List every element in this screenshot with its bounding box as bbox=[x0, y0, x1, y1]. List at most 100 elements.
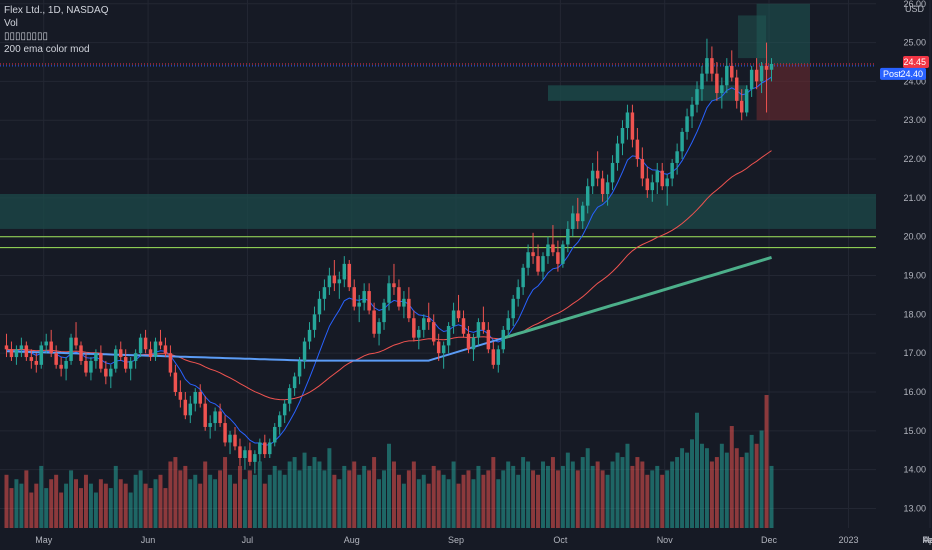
volume-bar bbox=[108, 488, 113, 528]
candle-body bbox=[273, 426, 277, 443]
volume-bar bbox=[570, 461, 575, 528]
candle-body bbox=[690, 104, 694, 117]
volume-bar bbox=[431, 465, 436, 528]
volume-bar bbox=[545, 465, 550, 528]
candle-body bbox=[541, 256, 545, 272]
volume-bar bbox=[615, 452, 620, 528]
volume-bar bbox=[118, 479, 123, 528]
volume-bar bbox=[421, 474, 426, 528]
volume-bar bbox=[352, 461, 357, 528]
candle-body bbox=[89, 360, 93, 373]
candle-body bbox=[402, 298, 406, 307]
candle-body bbox=[297, 360, 302, 377]
volume-bar bbox=[297, 470, 302, 528]
ema-200-rising-segment bbox=[502, 255, 772, 340]
volume-bar bbox=[541, 461, 545, 528]
volume-bar bbox=[680, 448, 685, 528]
volume-bar bbox=[610, 461, 615, 528]
volume-bar bbox=[208, 474, 213, 528]
volume-bar bbox=[272, 465, 277, 528]
candle-body bbox=[322, 287, 327, 299]
candle-body bbox=[764, 65, 769, 70]
price-badge bbox=[903, 55, 929, 68]
volume-bar bbox=[342, 465, 347, 528]
volume-bar bbox=[575, 470, 580, 528]
candle-body bbox=[645, 178, 650, 191]
volume-bar bbox=[759, 430, 764, 528]
volume-bar bbox=[29, 492, 34, 528]
candle-body bbox=[561, 244, 565, 264]
candle-body bbox=[228, 434, 232, 443]
volume-bar bbox=[714, 457, 719, 528]
candle-body bbox=[24, 345, 29, 358]
volume-bar bbox=[39, 465, 44, 528]
candle-body bbox=[69, 337, 73, 361]
candle-body bbox=[327, 275, 332, 288]
x-tick-label: Sep bbox=[448, 535, 464, 545]
candle-body bbox=[571, 213, 575, 229]
volume-indicator-label[interactable]: Vol bbox=[4, 18, 18, 29]
candle-body bbox=[739, 100, 744, 113]
ema-indicator-label[interactable]: 200 ema color mod bbox=[4, 44, 90, 55]
symbol-title[interactable]: Flex Ltd., 1D, NASDAQ bbox=[4, 5, 109, 16]
volume-bar bbox=[456, 483, 461, 528]
volume-bar bbox=[357, 474, 362, 528]
candle-body bbox=[491, 349, 496, 365]
candle-body bbox=[521, 267, 525, 288]
y-tick-label: 23.00 bbox=[903, 115, 926, 125]
volume-bar bbox=[695, 412, 699, 528]
y-tick-label: 21.00 bbox=[903, 193, 926, 203]
y-tick-label: 17.00 bbox=[903, 348, 926, 358]
price-badge-value: 24.45 bbox=[903, 57, 926, 67]
candle-body bbox=[153, 341, 158, 358]
candle-body bbox=[302, 341, 307, 361]
y-tick-label: 13.00 bbox=[903, 503, 926, 513]
candle-body bbox=[715, 73, 719, 94]
candle-body bbox=[44, 341, 48, 346]
candle-body bbox=[754, 69, 759, 82]
candle-body bbox=[352, 287, 356, 307]
volume-bar bbox=[193, 474, 198, 528]
volume-bar bbox=[24, 470, 29, 528]
candle-body bbox=[213, 411, 217, 424]
volume-bar bbox=[416, 479, 421, 528]
candle-body bbox=[412, 318, 416, 338]
volume-bar bbox=[764, 395, 769, 528]
volume-bar bbox=[620, 457, 625, 528]
volume-bar bbox=[337, 479, 342, 528]
candle-body bbox=[362, 291, 366, 303]
volume-bar bbox=[64, 483, 69, 528]
candle-body bbox=[605, 182, 610, 194]
volume-bar bbox=[655, 465, 660, 528]
candle-body bbox=[114, 349, 118, 369]
y-tick-label: 14.00 bbox=[903, 465, 926, 475]
volume-bar bbox=[267, 474, 272, 528]
support-zone bbox=[0, 194, 876, 229]
indicator-label[interactable]: ▯▯▯▯▯▯▯▯ bbox=[4, 31, 49, 42]
volume-bar bbox=[486, 470, 491, 528]
x-tick-label: Jul bbox=[242, 535, 254, 545]
y-tick-label: 22.00 bbox=[903, 154, 926, 164]
candle-body bbox=[392, 283, 396, 288]
candle-body bbox=[59, 364, 63, 369]
volume-bar bbox=[531, 470, 536, 528]
volume-bar bbox=[203, 461, 208, 528]
volume-bar bbox=[153, 479, 158, 528]
candle-body bbox=[173, 372, 178, 392]
candle-body bbox=[501, 329, 505, 350]
volume-bar bbox=[391, 461, 396, 528]
candle-body bbox=[556, 252, 560, 264]
candle-body bbox=[427, 318, 431, 323]
volume-bar bbox=[699, 443, 704, 528]
volume-bar bbox=[88, 483, 93, 528]
y-tick-label: 19.00 bbox=[903, 271, 926, 281]
candle-body bbox=[576, 213, 580, 222]
candle-body bbox=[456, 310, 461, 319]
candle-body bbox=[133, 353, 138, 361]
x-tick-label: Jun bbox=[141, 535, 156, 545]
candle-body bbox=[620, 128, 625, 144]
candle-body bbox=[710, 58, 714, 74]
volume-bar bbox=[223, 457, 228, 528]
y-tick-label: 15.00 bbox=[903, 426, 926, 436]
